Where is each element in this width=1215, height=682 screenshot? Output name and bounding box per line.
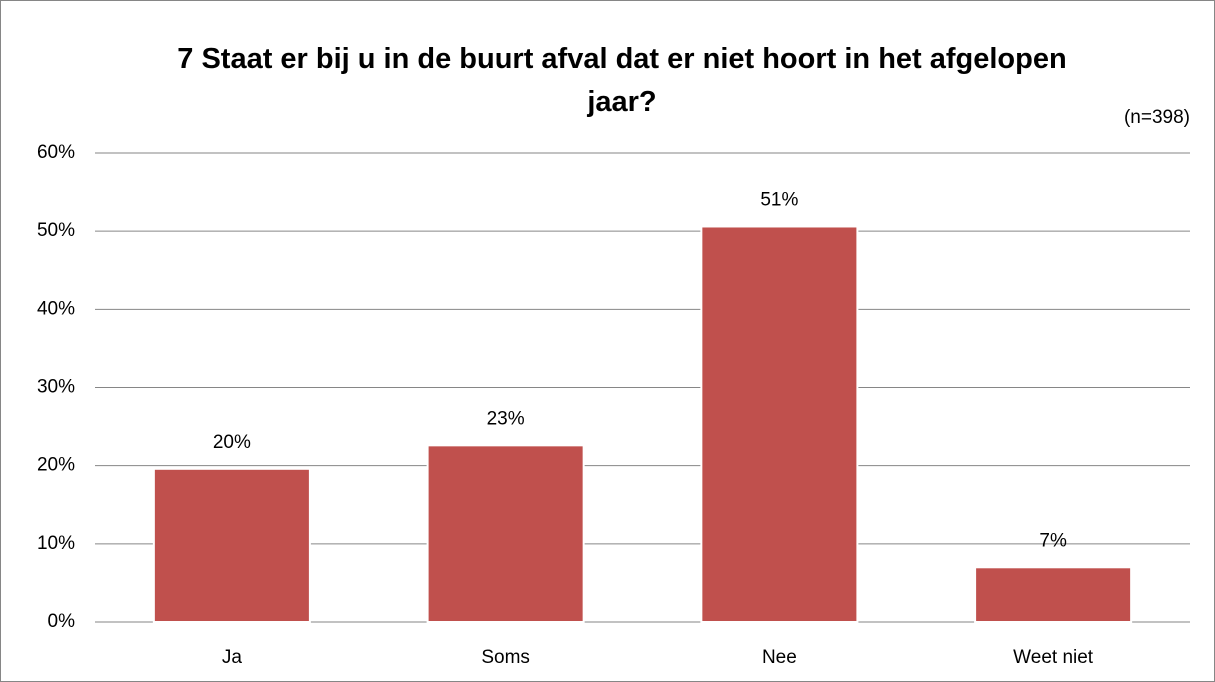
bar xyxy=(974,566,1133,623)
bar xyxy=(426,444,585,623)
data-label: 20% xyxy=(213,432,251,453)
data-label: 23% xyxy=(487,408,525,429)
chart-title: 7 Staat er bij u in de buurt afval dat e… xyxy=(177,43,1067,118)
x-tick-label: Nee xyxy=(762,647,797,668)
chart-subtitle: (n=398) xyxy=(1124,107,1190,128)
x-tick-label: Weet niet xyxy=(1013,647,1094,668)
y-tick-label: 60% xyxy=(37,142,75,163)
bar xyxy=(152,467,311,623)
y-tick-label: 40% xyxy=(37,298,75,319)
y-tick-label: 10% xyxy=(37,533,75,554)
x-tick-label: Soms xyxy=(481,647,530,668)
y-tick-label: 30% xyxy=(37,377,75,398)
data-label: 51% xyxy=(760,189,798,210)
data-label: 7% xyxy=(1039,530,1067,551)
y-tick-label: 0% xyxy=(48,611,76,632)
y-tick-label: 50% xyxy=(37,220,75,241)
x-tick-label: Ja xyxy=(222,647,243,668)
bar xyxy=(700,225,859,624)
y-tick-label: 20% xyxy=(37,455,75,476)
